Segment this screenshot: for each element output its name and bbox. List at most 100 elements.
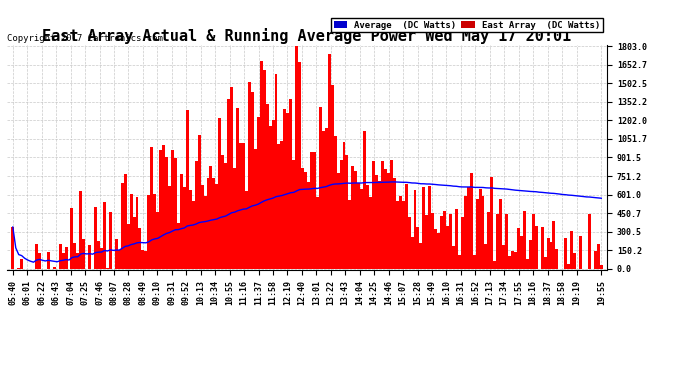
Bar — [59, 244, 61, 269]
Bar — [61, 253, 65, 269]
Bar — [20, 259, 23, 269]
Bar — [348, 200, 351, 269]
Bar — [268, 126, 272, 269]
Bar — [597, 244, 600, 269]
Bar — [310, 152, 313, 269]
Bar — [387, 173, 390, 269]
Bar — [417, 227, 420, 269]
Bar — [189, 190, 192, 269]
Bar — [272, 120, 275, 269]
Bar — [307, 182, 310, 269]
Bar — [541, 227, 544, 269]
Bar — [11, 227, 14, 269]
Bar — [165, 157, 168, 269]
Bar — [422, 187, 425, 269]
Bar — [289, 99, 293, 269]
Bar — [375, 175, 378, 269]
Bar — [570, 231, 573, 269]
Bar — [153, 194, 156, 269]
Bar — [257, 117, 259, 269]
Bar — [355, 171, 357, 269]
Bar — [555, 249, 558, 269]
Bar — [121, 183, 124, 269]
Bar — [404, 184, 408, 269]
Bar — [174, 158, 177, 269]
Bar — [517, 228, 520, 269]
Bar — [109, 212, 112, 269]
Bar — [564, 238, 567, 269]
Bar — [135, 197, 139, 269]
Bar — [479, 189, 482, 269]
Bar — [52, 267, 56, 269]
Bar — [284, 109, 286, 269]
Bar — [77, 253, 79, 269]
Bar — [378, 181, 381, 269]
Bar — [293, 160, 295, 269]
Bar — [434, 229, 437, 269]
Bar — [210, 166, 213, 269]
Bar — [316, 198, 319, 269]
Bar — [230, 87, 233, 269]
Bar — [298, 62, 301, 269]
Bar — [132, 217, 135, 269]
Bar — [491, 177, 493, 269]
Bar — [431, 213, 434, 269]
Bar — [127, 224, 130, 269]
Bar — [532, 213, 535, 269]
Bar — [502, 245, 505, 269]
Bar — [458, 255, 461, 269]
Bar — [286, 113, 289, 269]
Bar — [346, 155, 348, 269]
Bar — [393, 177, 396, 269]
Bar — [295, 46, 298, 269]
Bar — [79, 191, 82, 269]
Bar — [304, 172, 307, 269]
Bar — [183, 187, 186, 269]
Bar — [523, 211, 526, 269]
Bar — [475, 199, 479, 269]
Bar — [482, 196, 484, 269]
Bar — [180, 174, 183, 269]
Bar — [339, 160, 342, 269]
Bar — [47, 252, 50, 269]
Bar — [156, 212, 159, 269]
Bar — [88, 245, 91, 269]
Bar — [464, 196, 466, 269]
Bar — [213, 178, 215, 269]
Bar — [215, 184, 218, 269]
Bar — [239, 143, 242, 269]
Bar — [529, 240, 532, 269]
Bar — [275, 74, 277, 269]
Bar — [384, 169, 387, 269]
Bar — [493, 261, 496, 269]
Title: East Array Actual & Running Average Power Wed May 17 20:01: East Array Actual & Running Average Powe… — [42, 28, 572, 44]
Bar — [65, 247, 68, 269]
Bar — [106, 268, 109, 269]
Bar — [363, 131, 366, 269]
Bar — [588, 214, 591, 269]
Bar — [280, 141, 284, 269]
Bar — [144, 251, 148, 269]
Bar — [124, 174, 127, 269]
Bar — [440, 216, 443, 269]
Bar — [197, 135, 201, 269]
Bar — [221, 155, 224, 269]
Bar — [251, 92, 254, 269]
Bar — [505, 214, 508, 269]
Bar — [484, 244, 487, 269]
Bar — [366, 184, 369, 269]
Bar — [514, 252, 517, 269]
Bar — [437, 233, 440, 269]
Bar — [177, 223, 180, 269]
Bar — [150, 147, 153, 269]
Bar — [118, 251, 121, 269]
Bar — [130, 194, 132, 269]
Bar — [372, 161, 375, 269]
Bar — [201, 185, 204, 269]
Bar — [408, 217, 411, 269]
Bar — [227, 99, 230, 269]
Bar — [544, 257, 546, 269]
Bar — [97, 242, 100, 269]
Bar — [357, 183, 360, 269]
Bar — [192, 201, 195, 269]
